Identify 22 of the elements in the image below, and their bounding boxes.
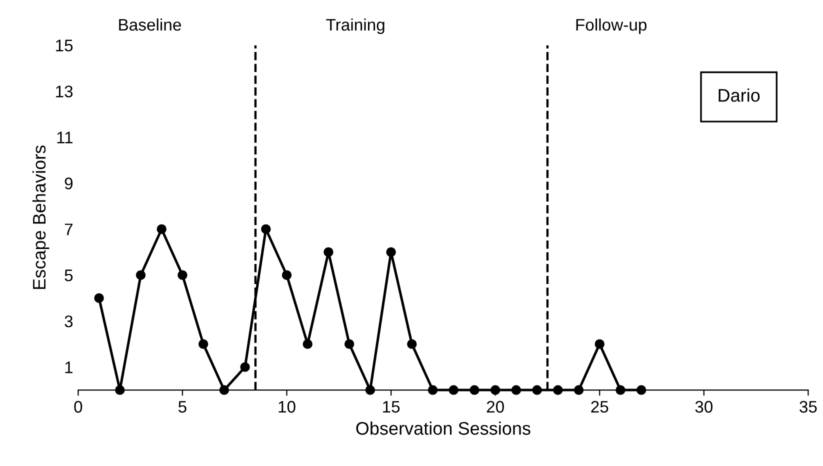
x-axis-title: Observation Sessions [356,422,530,435]
text: Baseline [119,18,181,31]
x-tick-label: 20 [486,400,504,413]
x-tick-label: 15 [383,401,400,413]
annotation: Dario [718,88,760,102]
x-tick-label: 30 [695,400,713,413]
x-tick-label: 35 [800,400,817,413]
x-tick-label: 0 [74,400,82,413]
y-tick-label: 15 [56,40,73,52]
text: Follow-up [576,18,647,34]
y-tick-label: 1 [65,362,73,374]
y-tick-label: 11 [57,132,73,144]
x-tick-label: 5 [178,401,186,413]
y-tick-label: 13 [56,86,73,98]
y-tick-label: 9 [64,178,73,190]
x-tick-label: 10 [278,400,296,413]
y-tick-label: 7 [64,224,72,236]
text: Training [326,18,384,34]
y-axis-title: Escape Behaviors [32,146,50,289]
x-tick-label: 25 [591,400,608,413]
y-tick-label: 5 [64,270,73,282]
y-tick-label: 3 [64,315,73,328]
